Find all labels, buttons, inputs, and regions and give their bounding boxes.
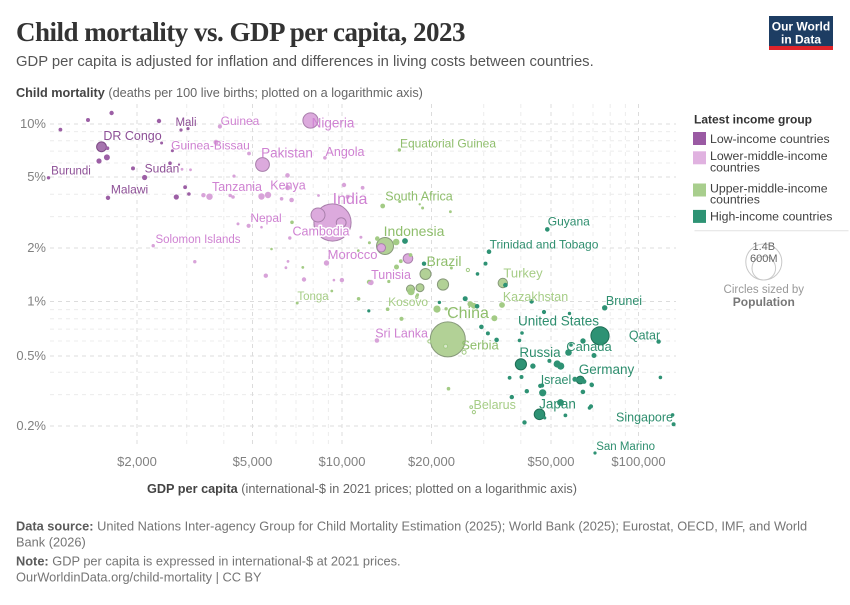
svg-text:0.2%: 0.2% xyxy=(16,418,46,433)
svg-text:Tanzania: Tanzania xyxy=(212,180,262,194)
svg-text:Turkey: Turkey xyxy=(503,265,543,280)
svg-text:China: China xyxy=(447,305,489,322)
svg-text:United States: United States xyxy=(518,314,599,329)
svg-text:High-income countries: High-income countries xyxy=(710,210,832,224)
svg-text:Latest income group: Latest income group xyxy=(694,113,812,127)
svg-text:Cambodia: Cambodia xyxy=(293,224,350,238)
svg-text:Guinea: Guinea xyxy=(221,114,260,128)
svg-text:2%: 2% xyxy=(27,240,46,255)
svg-text:Kenya: Kenya xyxy=(270,178,305,192)
svg-text:Pakistan: Pakistan xyxy=(261,146,313,161)
svg-text:Germany: Germany xyxy=(579,362,635,377)
svg-text:$2,000: $2,000 xyxy=(117,454,157,469)
svg-text:Israel: Israel xyxy=(541,373,572,387)
svg-text:Morocco: Morocco xyxy=(328,247,378,262)
svg-text:GDP per capita is adjusted for: GDP per capita is adjusted for inflation… xyxy=(16,54,594,70)
svg-text:$10,000: $10,000 xyxy=(319,454,366,469)
svg-text:Serbia: Serbia xyxy=(461,338,499,353)
svg-text:Sri Lanka: Sri Lanka xyxy=(375,327,428,341)
svg-text:Japan: Japan xyxy=(539,397,576,412)
svg-text:GDP per capita (international-: GDP per capita (international-$ in 2021 … xyxy=(147,482,577,496)
svg-text:Population: Population xyxy=(733,295,795,309)
svg-text:Tunisia: Tunisia xyxy=(371,268,411,282)
svg-text:$50,000: $50,000 xyxy=(528,454,575,469)
svg-text:Malawi: Malawi xyxy=(111,183,148,197)
svg-text:Belarus: Belarus xyxy=(474,398,516,412)
svg-text:Upper-middle-income: Upper-middle-income xyxy=(710,181,828,195)
svg-text:OurWorldinData.org/child-morta: OurWorldinData.org/child-mortality | CC … xyxy=(16,570,262,585)
svg-text:1.4B: 1.4B xyxy=(752,241,775,253)
svg-text:DR Congo: DR Congo xyxy=(103,129,161,143)
svg-text:Angola: Angola xyxy=(326,145,365,159)
svg-text:South Africa: South Africa xyxy=(385,189,452,203)
svg-text:Kosovo: Kosovo xyxy=(388,295,428,309)
svg-text:Guinea-Bissau: Guinea-Bissau xyxy=(171,139,250,153)
svg-text:5%: 5% xyxy=(27,169,46,184)
svg-text:1%: 1% xyxy=(27,294,46,309)
svg-text:Mali: Mali xyxy=(175,117,196,129)
svg-text:Trinidad and Tobago: Trinidad and Tobago xyxy=(490,238,599,252)
svg-text:Brazil: Brazil xyxy=(426,253,461,269)
svg-text:$20,000: $20,000 xyxy=(408,454,455,469)
svg-text:Nepal: Nepal xyxy=(250,211,281,225)
svg-text:San Marino: San Marino xyxy=(596,441,655,453)
svg-text:countries: countries xyxy=(710,161,760,175)
svg-text:Nigeria: Nigeria xyxy=(312,116,355,131)
svg-text:Note: GDP per capita is expres: Note: GDP per capita is expressed in int… xyxy=(16,554,401,569)
svg-text:Our World: Our World xyxy=(772,20,830,34)
svg-text:Burundi: Burundi xyxy=(51,166,91,178)
svg-text:Sudan: Sudan xyxy=(145,162,180,176)
svg-text:Tonga: Tonga xyxy=(297,291,329,303)
svg-text:600M: 600M xyxy=(750,253,778,265)
svg-text:Singapore: Singapore xyxy=(616,410,673,424)
svg-text:Child mortality vs. GDP per ca: Child mortality vs. GDP per capita, 2023 xyxy=(16,17,465,47)
svg-text:Indonesia: Indonesia xyxy=(384,223,445,239)
svg-text:$100,000: $100,000 xyxy=(611,454,665,469)
svg-text:Lower-middle-income: Lower-middle-income xyxy=(710,149,828,163)
svg-text:Equatorial Guinea: Equatorial Guinea xyxy=(400,136,496,150)
svg-text:Brunei: Brunei xyxy=(606,294,642,308)
svg-text:Kazakhstan: Kazakhstan xyxy=(503,290,568,304)
svg-text:Solomon Islands: Solomon Islands xyxy=(155,234,240,246)
svg-text:countries: countries xyxy=(710,193,760,207)
svg-text:$5,000: $5,000 xyxy=(233,454,273,469)
svg-text:India: India xyxy=(333,191,368,208)
svg-text:Data source: United Nations In: Data source: United Nations Inter-agency… xyxy=(16,519,807,534)
svg-text:Low-income countries: Low-income countries xyxy=(710,132,830,146)
svg-text:Qatar: Qatar xyxy=(629,329,660,343)
svg-text:10%: 10% xyxy=(20,116,46,131)
svg-text:Russia: Russia xyxy=(519,345,561,360)
svg-text:in Data: in Data xyxy=(781,33,821,47)
svg-text:Bank (2026): Bank (2026) xyxy=(16,535,86,550)
svg-text:Guyana: Guyana xyxy=(548,215,590,229)
svg-text:0.5%: 0.5% xyxy=(16,348,46,363)
svg-text:Circles sized by: Circles sized by xyxy=(724,284,805,296)
svg-text:Canada: Canada xyxy=(566,339,612,354)
svg-text:Child mortality (deaths per 10: Child mortality (deaths per 100 live bir… xyxy=(16,86,423,100)
